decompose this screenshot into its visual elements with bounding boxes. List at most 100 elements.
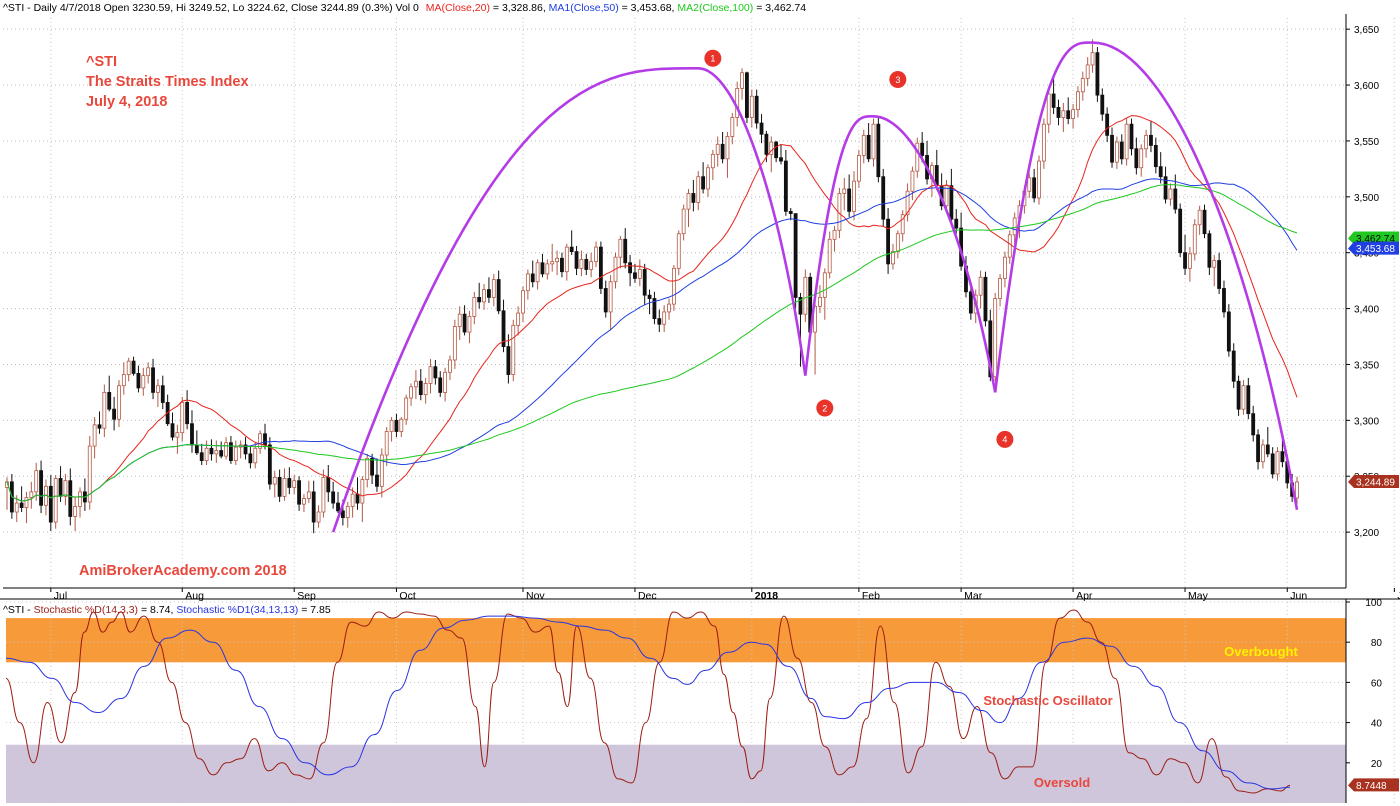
candle-body xyxy=(881,176,886,220)
candle-body xyxy=(803,276,808,315)
candle-body xyxy=(204,447,209,461)
candle-body xyxy=(1100,94,1105,115)
candle-body xyxy=(1027,177,1032,192)
candle-body xyxy=(404,397,409,420)
candle-body xyxy=(1153,145,1158,168)
candle-body xyxy=(29,491,34,498)
candle-body xyxy=(642,269,647,296)
candle-body xyxy=(379,454,384,487)
candle-body xyxy=(243,444,248,455)
stoch-d-value: = 8.74, xyxy=(141,604,176,616)
date-annotation: July 4, 2018 xyxy=(86,94,167,110)
candle-body xyxy=(633,272,637,279)
candle-body xyxy=(1144,134,1149,150)
candle-body xyxy=(1207,233,1212,268)
candle-body xyxy=(287,478,292,488)
candle-body xyxy=(1085,64,1090,79)
candle-body xyxy=(92,424,97,447)
candle-body xyxy=(126,360,131,375)
ticker-annotation: ^STI xyxy=(86,54,117,70)
candle-body xyxy=(1124,123,1129,160)
candle-body xyxy=(321,476,326,513)
ma-line xyxy=(6,184,1298,502)
month-label: Dec xyxy=(638,590,657,602)
pattern-marker-number: 4 xyxy=(1002,435,1007,445)
candle-body xyxy=(871,123,876,160)
candle-body xyxy=(1275,451,1280,475)
candle-body xyxy=(944,185,949,207)
candle-body xyxy=(574,251,579,269)
stochastic-header: ^STI - Stochastic %D(14,3,3) = 8.74, Sto… xyxy=(3,604,331,616)
candle-body xyxy=(306,491,311,499)
candle-body xyxy=(413,380,418,388)
candle-body xyxy=(477,297,482,303)
candle-body xyxy=(107,392,112,410)
candle-body xyxy=(297,480,301,505)
candle-body xyxy=(1202,209,1207,235)
candle-body xyxy=(340,510,345,518)
candle-body xyxy=(584,259,589,270)
candle-body xyxy=(1231,350,1236,382)
candle-body xyxy=(686,193,691,210)
candle-body xyxy=(355,493,360,504)
candle-body xyxy=(68,480,73,517)
candle-body xyxy=(302,498,306,505)
stoch-d1-label: Stochastic %D1(34,13,13) xyxy=(176,604,298,616)
candle-body xyxy=(671,267,676,305)
candle-body xyxy=(467,316,472,333)
candle-body xyxy=(920,142,925,156)
candle-body xyxy=(19,502,24,508)
candle-body xyxy=(521,290,525,314)
candle-body xyxy=(131,360,136,374)
candle-body xyxy=(652,298,657,320)
candle-body xyxy=(769,141,774,155)
stochastic-header-prefix: ^STI - xyxy=(3,604,34,616)
candle-body xyxy=(443,371,448,393)
pattern-marker-number: 3 xyxy=(895,75,900,85)
candle-body xyxy=(1061,110,1066,118)
candle-body xyxy=(764,133,769,155)
candle-body xyxy=(229,442,233,461)
candle-body xyxy=(954,218,959,229)
candle-body xyxy=(827,238,832,274)
price-tick-label: 3,350 xyxy=(1354,360,1379,371)
last-value-text: 3,453.68 xyxy=(1356,244,1395,255)
candle-body xyxy=(199,452,204,461)
candle-body xyxy=(462,313,467,333)
stochastic-line xyxy=(5,609,1291,794)
candle-body xyxy=(1090,52,1095,66)
oversold-label: Oversold xyxy=(1034,775,1090,790)
candle-body xyxy=(676,233,681,269)
candle-body xyxy=(691,193,696,203)
candle-body xyxy=(1041,123,1046,162)
month-label: Nov xyxy=(526,590,545,602)
candle-body xyxy=(1226,311,1231,352)
candle-body xyxy=(1270,453,1275,475)
candle-body xyxy=(472,297,477,317)
candle-body xyxy=(155,385,160,393)
candle-body xyxy=(550,261,555,265)
candle-body xyxy=(749,95,754,118)
candle-body xyxy=(910,170,915,192)
candle-body xyxy=(822,272,827,298)
candle-body xyxy=(798,297,803,315)
candle-body xyxy=(866,134,871,160)
candle-body xyxy=(535,262,540,283)
candle-body xyxy=(258,433,263,449)
candle-body xyxy=(209,447,214,455)
candle-body xyxy=(292,480,297,488)
candle-body xyxy=(418,380,423,396)
candle-body xyxy=(1212,260,1217,268)
candle-body xyxy=(983,276,988,322)
candle-body xyxy=(968,291,973,314)
candle-body xyxy=(482,289,486,303)
stoch-d-label: Stochastic %D(14,3,3) xyxy=(34,604,138,616)
candle-body xyxy=(365,457,370,480)
candle-body xyxy=(1280,451,1285,463)
candle-body xyxy=(399,418,404,432)
candle-body xyxy=(136,373,141,389)
candle-body xyxy=(491,279,496,298)
candle-body xyxy=(681,208,686,235)
stochastic-tick-label: 80 xyxy=(1371,638,1383,649)
candle-body xyxy=(277,476,282,497)
